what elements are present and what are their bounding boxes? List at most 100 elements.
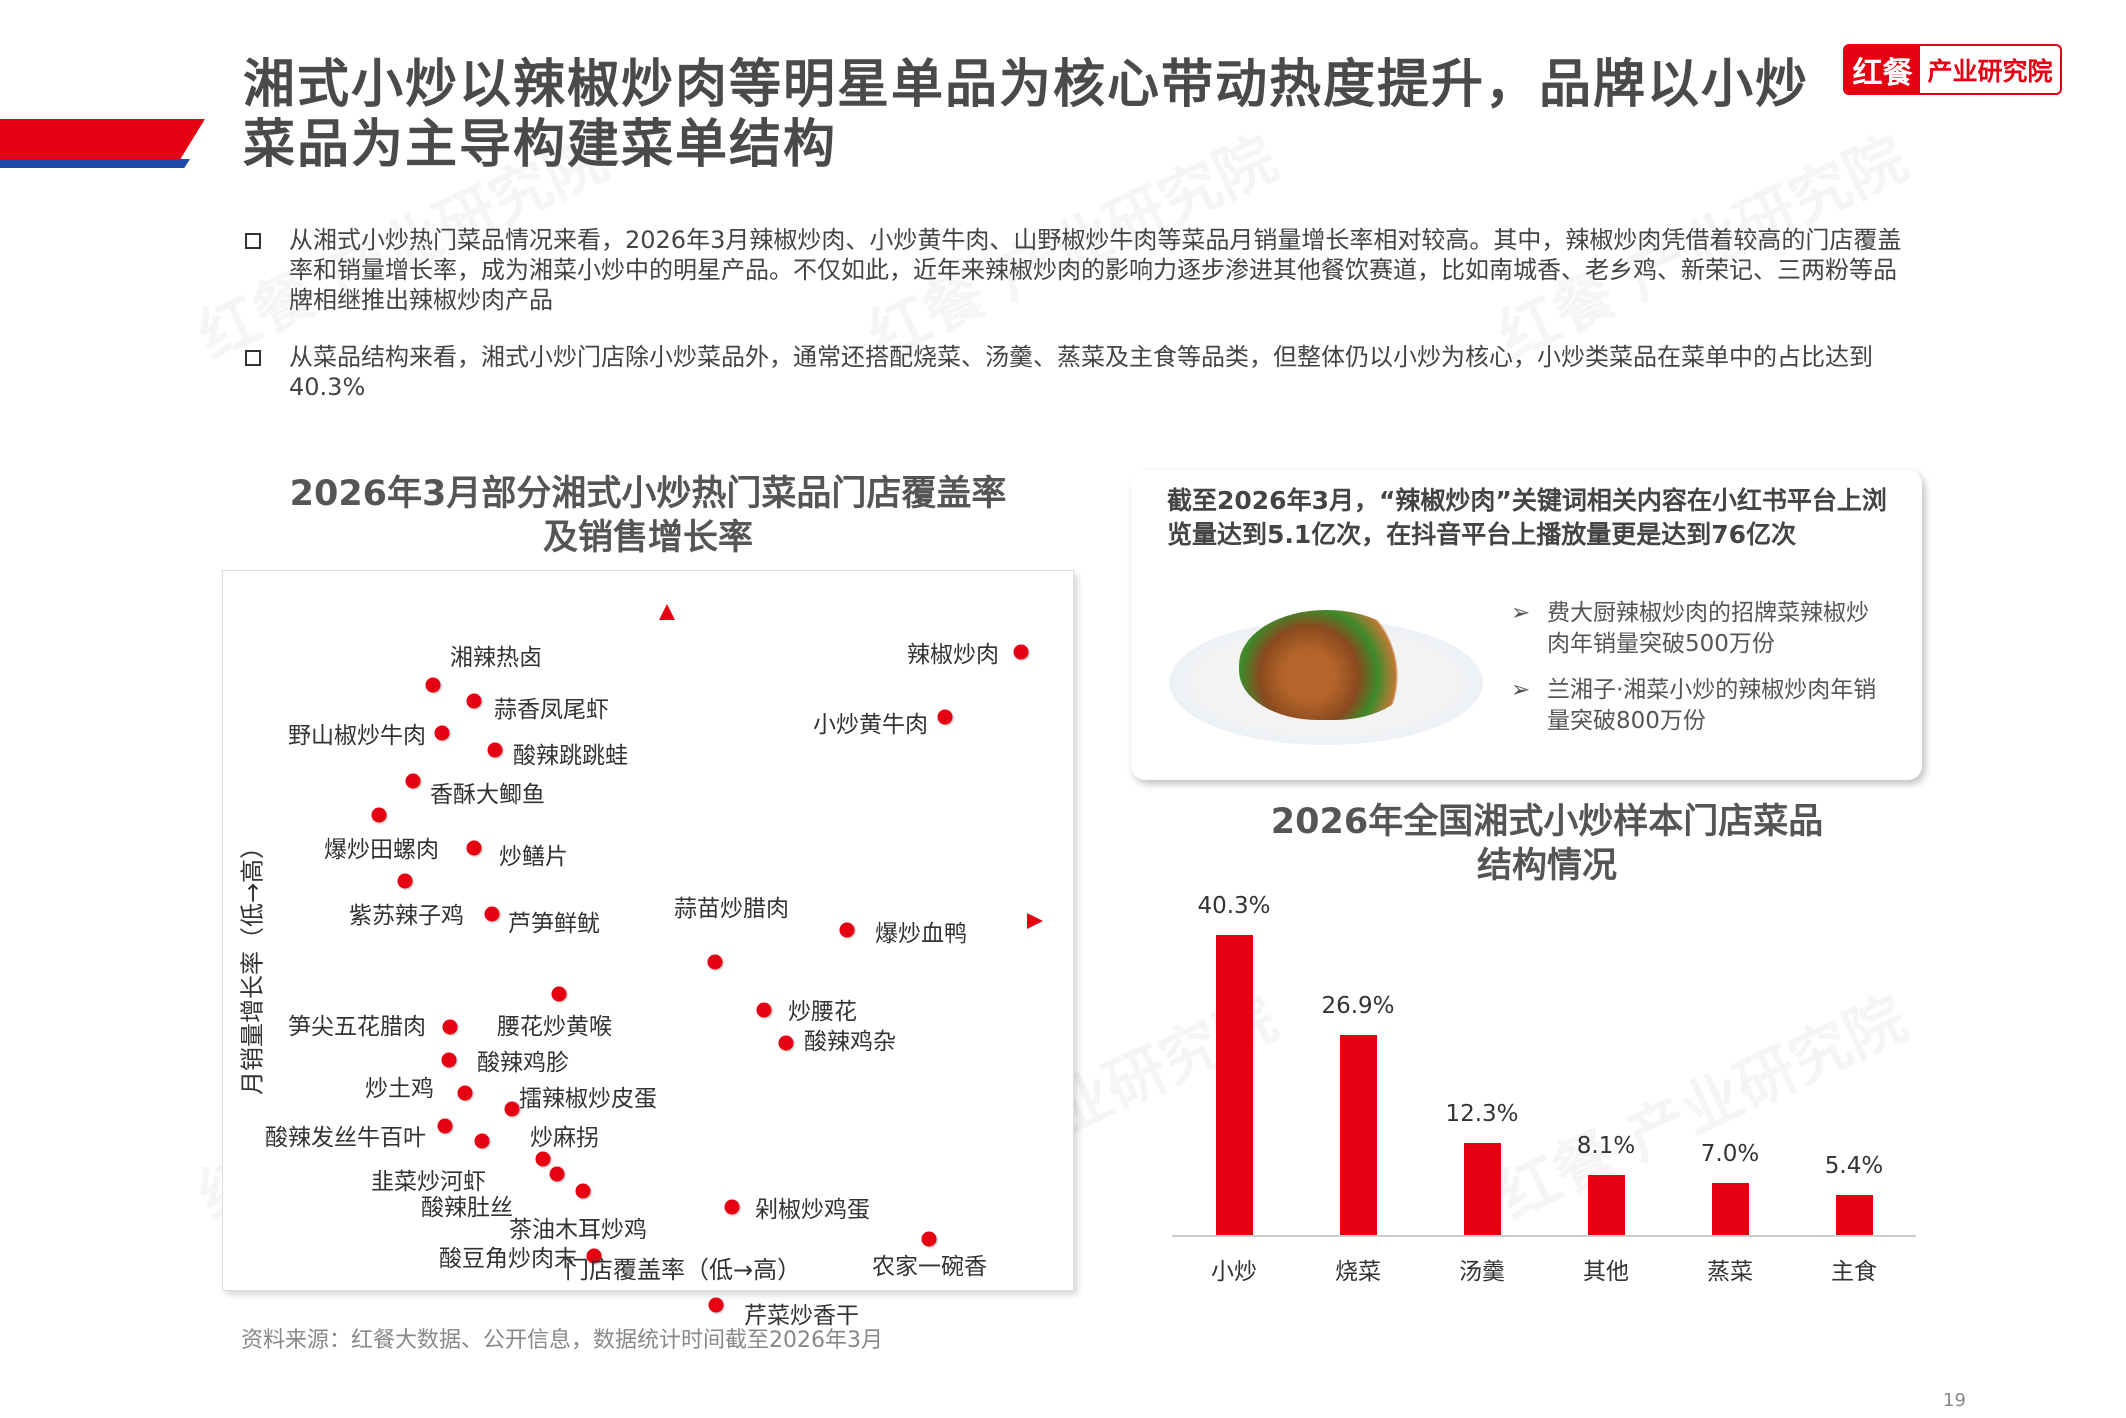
scatter-point bbox=[484, 906, 500, 922]
header-blue-stripe bbox=[0, 159, 190, 168]
page-number: 19 bbox=[1943, 1390, 1966, 1411]
scatter-point bbox=[397, 873, 413, 889]
scatter-label: 炒腰花 bbox=[788, 999, 857, 1025]
scatter-label: 酸辣鸡胗 bbox=[477, 1050, 569, 1076]
bar-category-label: 烧菜 bbox=[1335, 1259, 1381, 1285]
scatter-point bbox=[405, 773, 421, 789]
scatter-point bbox=[551, 986, 567, 1002]
scatter-label: 炒土鸡 bbox=[365, 1076, 434, 1102]
scatter-point bbox=[474, 1133, 490, 1149]
scatter-point bbox=[575, 1183, 591, 1199]
y-axis-label: 月销量增长率（低→高） bbox=[238, 834, 267, 1096]
bar-value-label: 7.0% bbox=[1700, 1140, 1760, 1167]
scatter-title-line2: 及销售增长率 bbox=[542, 518, 753, 558]
x-axis-arrow-icon bbox=[1027, 913, 1043, 929]
scatter-label: 腰花炒黄喉 bbox=[497, 1014, 612, 1040]
bar-category-label: 主食 bbox=[1831, 1259, 1877, 1285]
scatter-point bbox=[434, 725, 450, 741]
bar-value-label: 8.1% bbox=[1576, 1132, 1636, 1159]
x-axis-label: 门店覆盖率（低→高） bbox=[565, 1256, 802, 1284]
scatter-point bbox=[756, 1002, 772, 1018]
scatter-title: 2026年3月部分湘式小炒热门菜品门店覆盖率 及销售增长率 bbox=[222, 472, 1074, 560]
scatter-label: 蒜香凤尾虾 bbox=[494, 697, 609, 723]
header-red-stripe bbox=[0, 119, 205, 159]
scatter-label: 剁椒炒鸡蛋 bbox=[755, 1197, 870, 1223]
scatter-point bbox=[442, 1019, 458, 1035]
arrow-bullet-icon: ➢ bbox=[1511, 677, 1531, 703]
scatter-label: 酸辣发丝牛百叶 bbox=[265, 1125, 426, 1151]
card-headline: 截至2026年3月，“辣椒炒肉”关键词相关内容在小红书平台上浏览量达到5.1亿次… bbox=[1167, 486, 1887, 549]
scatter-label: 香酥大鲫鱼 bbox=[430, 782, 545, 808]
square-bullet-icon bbox=[245, 233, 261, 249]
card-point-text: 兰湘子·湘菜小炒的辣椒炒肉年销量突破800万份 bbox=[1547, 677, 1877, 734]
scatter-title-line1: 2026年3月部分湘式小炒热门菜品门店覆盖率 bbox=[289, 474, 1007, 514]
bar-category-label: 小炒 bbox=[1211, 1259, 1257, 1285]
scatter-point bbox=[708, 1297, 724, 1313]
scatter-label: 茶油木耳炒鸡 bbox=[509, 1217, 647, 1243]
y-axis-arrow-icon bbox=[659, 604, 675, 620]
scatter-label: 炒麻拐 bbox=[530, 1125, 599, 1151]
bar-title-line1: 2026年全国湘式小炒样本门店菜品 bbox=[1270, 802, 1824, 842]
bullet-text: 从湘式小炒热门菜品情况来看，2026年3月辣椒炒肉、小炒黄牛肉、山野椒炒牛肉等菜… bbox=[289, 226, 1902, 314]
scatter-point bbox=[437, 1118, 453, 1134]
bar-汤羹 bbox=[1464, 1143, 1501, 1235]
scatter-label: 爆炒血鸭 bbox=[875, 921, 967, 947]
arrow-bullet-icon: ➢ bbox=[1511, 600, 1531, 626]
bar-title-line2: 结构情况 bbox=[1476, 846, 1617, 886]
scatter-label: 炒鳝片 bbox=[499, 844, 568, 870]
scatter-label: 野山椒炒牛肉 bbox=[288, 723, 426, 749]
scatter-point bbox=[586, 1248, 602, 1264]
scatter-label: 擂辣椒炒皮蛋 bbox=[519, 1086, 657, 1112]
scatter-label: 酸豆角炒肉末 bbox=[439, 1246, 577, 1272]
bar-chart-baseline bbox=[1172, 1235, 1916, 1237]
scatter-label: 蒜苗炒腊肉 bbox=[674, 896, 789, 922]
scatter-point bbox=[441, 1052, 457, 1068]
card-point-text: 费大厨辣椒炒肉的招牌菜辣椒炒肉年销量突破500万份 bbox=[1547, 600, 1869, 657]
scatter-point bbox=[778, 1035, 794, 1051]
bar-value-label: 5.4% bbox=[1824, 1152, 1884, 1179]
scatter-point bbox=[549, 1166, 565, 1182]
bar-category-label: 其他 bbox=[1583, 1259, 1629, 1285]
source-note: 资料来源：红餐大数据、公开信息，数据统计时间截至2026年3月 bbox=[241, 1328, 883, 1353]
scatter-label: 酸辣肚丝 bbox=[421, 1195, 513, 1221]
highlight-card: 截至2026年3月，“辣椒炒肉”关键词相关内容在小红书平台上浏览量达到5.1亿次… bbox=[1131, 470, 1922, 780]
scatter-panel bbox=[222, 570, 1074, 1291]
scatter-label: 酸辣跳跳蛙 bbox=[513, 743, 628, 769]
scatter-label: 小炒黄牛肉 bbox=[813, 712, 928, 738]
bar-category-label: 蒸菜 bbox=[1707, 1259, 1753, 1285]
scatter-point bbox=[1013, 644, 1029, 660]
scatter-label: 芹菜炒香干 bbox=[744, 1303, 859, 1329]
bar-其他 bbox=[1588, 1174, 1625, 1235]
scatter-label: 紫苏辣子鸡 bbox=[349, 903, 464, 929]
scatter-label: 农家一碗香 bbox=[872, 1254, 987, 1280]
scatter-point bbox=[425, 677, 441, 693]
bullet-paragraph-2: 从菜品结构来看，湘式小炒门店除小炒菜品外，通常还搭配烧菜、汤羹、蒸菜及主食等品类… bbox=[245, 342, 1915, 402]
scatter-point bbox=[535, 1151, 551, 1167]
scatter-point bbox=[937, 709, 953, 725]
card-point-1: ➢ 费大厨辣椒炒肉的招牌菜辣椒炒肉年销量突破500万份 bbox=[1511, 598, 1891, 660]
bar-value-label: 26.9% bbox=[1321, 992, 1395, 1019]
bar-主食 bbox=[1836, 1194, 1873, 1235]
scatter-point bbox=[724, 1199, 740, 1215]
scatter-label: 芦笋鲜鱿 bbox=[508, 911, 600, 937]
scatter-point bbox=[371, 807, 387, 823]
scatter-point bbox=[839, 922, 855, 938]
bar-value-label: 40.3% bbox=[1197, 893, 1271, 919]
bar-烧菜 bbox=[1340, 1034, 1377, 1235]
scatter-point bbox=[466, 840, 482, 856]
scatter-point bbox=[504, 1101, 520, 1117]
bar-category-label: 汤羹 bbox=[1459, 1259, 1505, 1285]
bar-小炒 bbox=[1216, 935, 1253, 1235]
page-title: 湘式小炒以辣椒炒肉等明星单品为核心带动热度提升，品牌以小炒菜品为主导构建菜单结构 bbox=[243, 55, 1810, 175]
scatter-point bbox=[487, 742, 503, 758]
bullet-paragraph-1: 从湘式小炒热门菜品情况来看，2026年3月辣椒炒肉、小炒黄牛肉、山野椒炒牛肉等菜… bbox=[245, 225, 1915, 315]
scatter-label: 酸辣鸡杂 bbox=[804, 1029, 896, 1055]
bullet-text: 从菜品结构来看，湘式小炒门店除小炒菜品外，通常还搭配烧菜、汤羹、蒸菜及主食等品类… bbox=[289, 343, 1873, 401]
scatter-label: 湘辣热卤 bbox=[450, 645, 542, 671]
logo-left: 红餐 bbox=[1845, 46, 1920, 93]
brand-logo: 红餐 产业研究院 bbox=[1843, 44, 2062, 95]
card-point-2: ➢ 兰湘子·湘菜小炒的辣椒炒肉年销量突破800万份 bbox=[1511, 675, 1891, 737]
bar-蒸菜 bbox=[1712, 1182, 1749, 1235]
bar-value-label: 12.3% bbox=[1445, 1101, 1519, 1128]
